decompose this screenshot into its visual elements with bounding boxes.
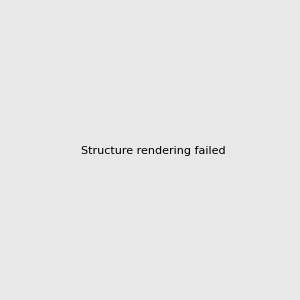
Text: Structure rendering failed: Structure rendering failed [81,146,226,157]
